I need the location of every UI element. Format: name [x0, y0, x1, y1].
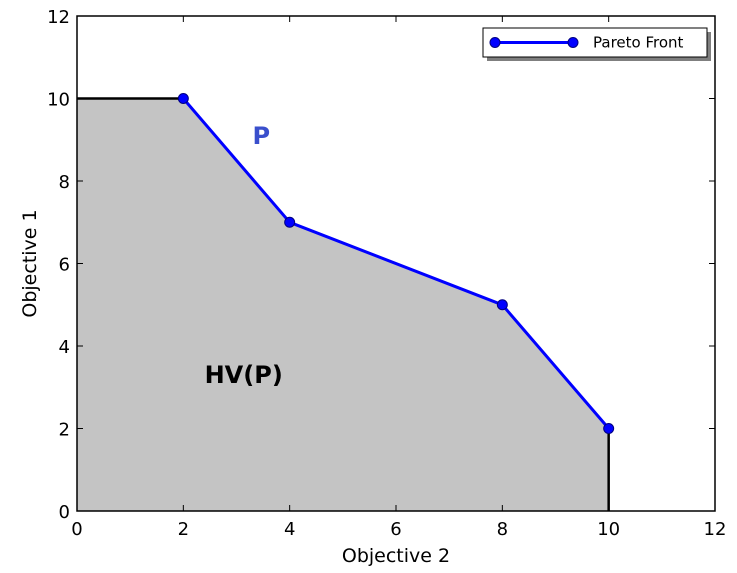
x-tick-label: 2 — [178, 519, 189, 540]
legend-marker — [489, 37, 501, 48]
legend-marker — [567, 37, 579, 48]
annotation-hv: HV(P) — [205, 361, 283, 389]
plot-area — [77, 97, 610, 511]
data-point — [603, 423, 615, 434]
annotation-p: P — [252, 122, 270, 150]
legend-box — [482, 27, 708, 58]
y-tick-label: 2 — [59, 420, 70, 441]
series-line-pareto-front — [182, 97, 610, 430]
y-tick-label: 8 — [59, 172, 70, 193]
x-tick-label: 0 — [71, 519, 82, 540]
y-tick-label: 4 — [59, 337, 70, 358]
x-tick-label: 12 — [704, 519, 727, 540]
data-point — [177, 93, 189, 104]
series-layer — [177, 93, 615, 434]
y-tick-label: 10 — [47, 90, 70, 111]
data-point — [496, 299, 508, 311]
x-axis-label: Objective 2 — [342, 545, 450, 567]
data-point — [284, 216, 296, 228]
x-tick-label: 6 — [390, 519, 401, 540]
legend[interactable]: Pareto Front — [482, 27, 711, 61]
x-tick-label: 8 — [497, 519, 508, 540]
y-axis-label: Objective 1 — [19, 209, 41, 317]
x-tick-label: 4 — [284, 519, 295, 540]
y-tick-label: 6 — [59, 255, 70, 276]
plot-frame — [76, 15, 716, 512]
y-tick-label: 0 — [59, 502, 70, 523]
hypervolume-region — [77, 98, 609, 511]
y-tick-label: 12 — [47, 7, 70, 28]
legend-entry-label: Pareto Front — [593, 34, 684, 52]
x-tick-label: 10 — [597, 519, 620, 540]
